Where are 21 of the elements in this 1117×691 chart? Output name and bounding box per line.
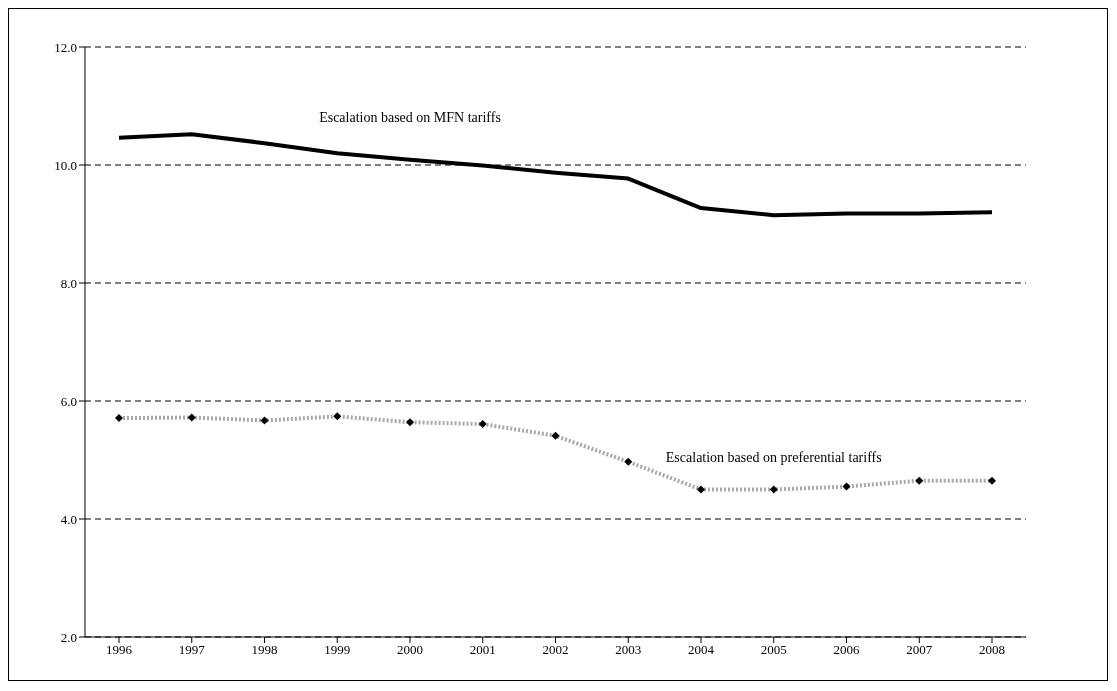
x-tick-label: 2005	[760, 642, 787, 658]
x-tick-label: 2007	[906, 642, 933, 658]
x-tick-label: 1996	[106, 642, 133, 658]
series-label: Escalation based on preferential tariffs	[665, 449, 882, 465]
y-tick-label: 8.0	[60, 275, 77, 291]
x-tick-label: 2001	[469, 642, 496, 658]
x-tick-label: 2002	[542, 642, 569, 658]
x-tick-label: 2008	[979, 642, 1005, 658]
x-tick-label: 2000	[397, 642, 423, 658]
x-tick-label: 2003	[615, 642, 642, 658]
x-tick-label: 2004	[688, 642, 715, 658]
y-tick-label: 6.0	[60, 393, 77, 409]
y-tick-label: 4.0	[60, 511, 77, 527]
x-tick-label: 2006	[833, 642, 860, 658]
series-label: Escalation based on MFN tariffs	[319, 109, 501, 125]
y-tick-label: 12.0	[54, 39, 77, 55]
y-tick-label: 2.0	[60, 629, 77, 645]
x-tick-label: 1999	[324, 642, 351, 658]
y-tick-label: 10.0	[54, 157, 77, 173]
x-tick-label: 1998	[251, 642, 278, 658]
x-tick-label: 1997	[178, 642, 206, 658]
